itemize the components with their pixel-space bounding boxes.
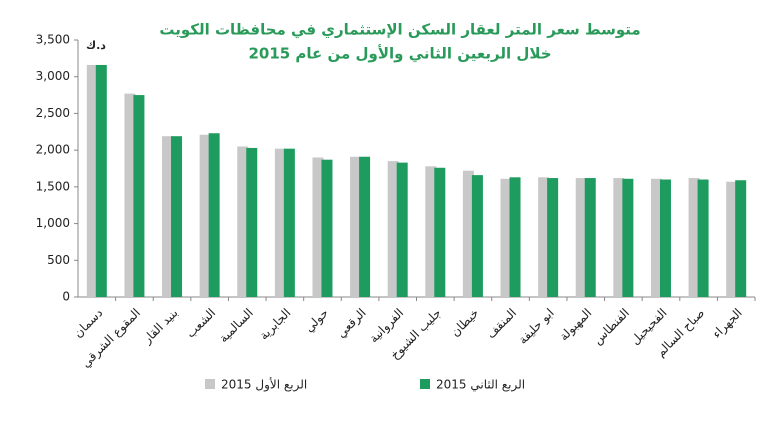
x-tick-label: دسمان (71, 306, 106, 341)
bar (350, 156, 362, 297)
y-tick-label: 2,000 (36, 143, 70, 157)
bar (274, 148, 286, 297)
y-tick-label: 2,500 (36, 106, 70, 120)
unit-label: د.ك (86, 39, 106, 52)
y-tick-label: 0 (62, 290, 70, 304)
bar (584, 178, 596, 297)
y-tick-label: 3,500 (36, 33, 70, 47)
bar (688, 178, 700, 297)
bar (500, 178, 512, 297)
x-tick-label: الشعب (183, 306, 218, 341)
y-tick-label: 500 (47, 253, 70, 267)
x-tick-label: ابو حليفة (516, 306, 558, 348)
x-tick-label: حولي (302, 306, 332, 336)
bar (613, 178, 625, 297)
bar (283, 148, 295, 297)
bar (208, 133, 220, 297)
bar (538, 177, 550, 297)
x-tick-label: الرقعي (334, 306, 369, 341)
chart-subtitle: خلال الربعين الثاني والأول من عام 2015 (248, 45, 551, 63)
bar (471, 175, 483, 297)
bar (650, 178, 662, 297)
bar (425, 166, 437, 297)
x-tick-label: الفنطاس (590, 306, 632, 348)
y-tick-label: 1,000 (36, 216, 70, 230)
x-tick-label: خيطان (448, 306, 481, 339)
y-tick-label: 1,500 (36, 179, 70, 193)
x-tick-label: الجهراء (710, 306, 746, 342)
bar (387, 161, 399, 297)
legend-swatch (205, 379, 215, 389)
bar (199, 134, 211, 297)
bar (86, 64, 98, 297)
bar (434, 167, 446, 297)
bar (359, 156, 371, 297)
bar (659, 179, 671, 297)
bar (171, 136, 183, 297)
bar (237, 146, 249, 297)
bar (95, 64, 107, 297)
legend-swatch (420, 379, 430, 389)
chart-title: متوسط سعر المتر لعقار السكن الإستثماري ف… (159, 21, 640, 40)
bar (726, 181, 738, 297)
x-tick-label: المنقف (484, 306, 519, 341)
bar (162, 136, 174, 297)
bar (462, 170, 474, 297)
legend-label: الربع الثاني 2015 (436, 378, 525, 393)
bar (246, 147, 258, 297)
bar (735, 180, 747, 297)
bar (622, 178, 634, 297)
legend-label: الربع الأول 2015 (221, 377, 307, 393)
y-tick-label: 3,000 (36, 69, 70, 83)
bar (133, 95, 145, 297)
bar (312, 157, 324, 297)
bar (547, 178, 559, 297)
bar (124, 93, 136, 297)
x-tick-label: السالمية (216, 306, 256, 346)
x-tick-label: بنيد القار (139, 306, 181, 348)
x-tick-label: الجابرية (257, 306, 295, 344)
bar (396, 162, 408, 297)
bar (575, 178, 587, 297)
bar (509, 177, 521, 297)
bar (697, 179, 709, 297)
bar (321, 159, 333, 297)
x-tick-label: المهبولة (557, 306, 595, 344)
